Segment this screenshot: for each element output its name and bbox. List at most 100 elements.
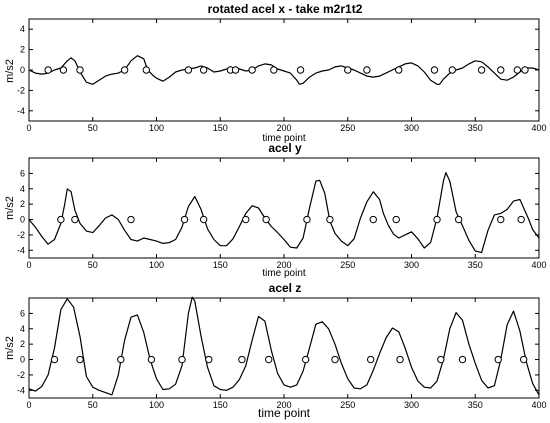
y-tick-label: 0: [20, 65, 25, 75]
x-tick-label: 200: [276, 260, 291, 270]
zero-crossing-point: [117, 355, 125, 364]
zero-crossing-point: [76, 66, 84, 74]
x-tick-label: 50: [88, 400, 98, 410]
y-tick-label: 6: [20, 308, 25, 318]
y-tick-label: -2: [17, 85, 25, 95]
zero-crossing-point: [57, 215, 65, 224]
zero-crossing-point: [520, 355, 528, 364]
zero-crossing-point: [363, 66, 371, 74]
x-tick-label: 350: [468, 123, 483, 133]
x-tick-label: 50: [88, 123, 98, 133]
axis-ticks: 0 50 100 150 200 250 300 350 400 -4 -2 0 2 4 6: [17, 298, 547, 410]
y-axis-label: m/s2: [4, 196, 16, 220]
y-tick-label: 2: [20, 45, 25, 55]
zero-crossing-point: [396, 355, 404, 364]
x-tick-label: 150: [213, 400, 228, 410]
x-axis-label: time point: [262, 133, 306, 144]
zero-crossing-point: [517, 215, 525, 224]
y-tick-label: 4: [20, 324, 25, 334]
x-tick-label: 100: [149, 400, 164, 410]
zero-crossing-point: [205, 355, 213, 364]
x-tick-label: 250: [340, 400, 355, 410]
zero-crossing-point: [242, 215, 250, 224]
zero-crossing-point: [497, 215, 505, 224]
x-tick-label: 300: [404, 400, 419, 410]
x-tick-label: 0: [26, 123, 31, 133]
zero-crossing-point: [76, 355, 84, 364]
zero-crossing-point: [270, 66, 278, 74]
chart-title: rotated acel x - take m2r1t2: [208, 2, 363, 16]
x-tick-label: 0: [26, 400, 31, 410]
zero-crossing-point: [367, 355, 375, 364]
zero-crossing-point: [301, 355, 310, 364]
x-axis-label: time point: [262, 268, 306, 279]
series-marks: [28, 55, 540, 85]
x-tick-label: 100: [149, 260, 164, 270]
y-axis-label: m/s2: [4, 336, 16, 360]
y-tick-label: 0: [20, 215, 25, 225]
y-axis-label: m/s2: [4, 59, 16, 83]
x-tick-label: 300: [404, 260, 419, 270]
plot-area: [28, 18, 540, 122]
x-tick-label: 0: [26, 260, 31, 270]
zero-crossing-point: [231, 66, 240, 74]
axis-ticks: 0 50 100 150 200 250 300 350 400 -4 -2 0 2 4 6: [17, 158, 547, 270]
axis-ticks: 0 50 100 150 200 250 300 350 400 -4 -2 0 2 4: [17, 19, 547, 133]
x-tick-label: 250: [340, 123, 355, 133]
x-tick-label: 350: [468, 400, 483, 410]
zero-crossing-point: [238, 355, 246, 364]
zero-crossing-point: [392, 215, 400, 224]
zero-crossing-point: [262, 215, 270, 224]
zero-crossing-point: [454, 215, 463, 224]
zero-crossing-point: [494, 355, 502, 364]
zero-crossing-point: [395, 66, 403, 74]
series-line: [28, 55, 540, 85]
y-tick-label: -2: [17, 370, 25, 380]
panel-acel-z: acel z m/s2 time point 0 50 100 150 200 250 30…: [4, 281, 547, 420]
zero-crossing-point: [142, 66, 151, 74]
series-marks: [28, 296, 540, 396]
y-tick-label: 2: [20, 339, 25, 349]
zero-crossing-point: [199, 66, 208, 74]
y-tick-label: 6: [20, 168, 25, 178]
zero-crossing-point: [448, 66, 456, 74]
zero-crossing-point: [59, 66, 68, 74]
y-tick-label: 4: [20, 184, 25, 194]
x-tick-label: 200: [276, 400, 291, 410]
series-marks: [28, 172, 540, 254]
x-tick-label: 300: [404, 123, 419, 133]
zero-crossing-point: [369, 215, 377, 224]
panel-rotated-acel-x: rotated acel x - take m2r1t2 m/s2 time p…: [4, 2, 547, 144]
zero-crossing-point: [430, 66, 439, 74]
zero-crossing-point: [296, 66, 305, 74]
zero-crossing-point: [178, 355, 186, 364]
zero-crossing-point: [433, 215, 441, 224]
x-tick-label: 400: [531, 400, 546, 410]
plot-area: [28, 297, 540, 399]
zero-crossing-point: [437, 355, 445, 364]
zero-crossing-point: [497, 66, 505, 74]
y-tick-label: 4: [20, 24, 25, 34]
zero-crossing-point: [127, 215, 135, 224]
x-tick-label: 250: [340, 260, 355, 270]
y-tick-label: 2: [20, 199, 25, 209]
zero-crossing-point: [147, 355, 156, 364]
y-tick-label: -4: [17, 245, 25, 255]
x-tick-label: 50: [88, 260, 98, 270]
zero-crossing-point: [184, 66, 193, 74]
x-tick-label: 400: [531, 123, 546, 133]
zero-crossing-point: [344, 66, 352, 74]
series-line: [28, 172, 540, 254]
y-tick-label: -4: [17, 385, 25, 395]
zero-crossing-point: [44, 66, 52, 74]
zero-crossing-point: [513, 66, 522, 74]
zero-crossing-point: [71, 215, 79, 224]
x-tick-label: 100: [149, 123, 164, 133]
x-tick-label: 200: [276, 123, 291, 133]
panel-acel-y: acel y m/s2 time point 0 50 100 150 200 250 30…: [4, 141, 547, 279]
zero-crossing-point: [331, 355, 339, 364]
x-tick-label: 150: [213, 260, 228, 270]
y-tick-label: -2: [17, 230, 25, 240]
zero-crossing-point: [477, 66, 486, 74]
